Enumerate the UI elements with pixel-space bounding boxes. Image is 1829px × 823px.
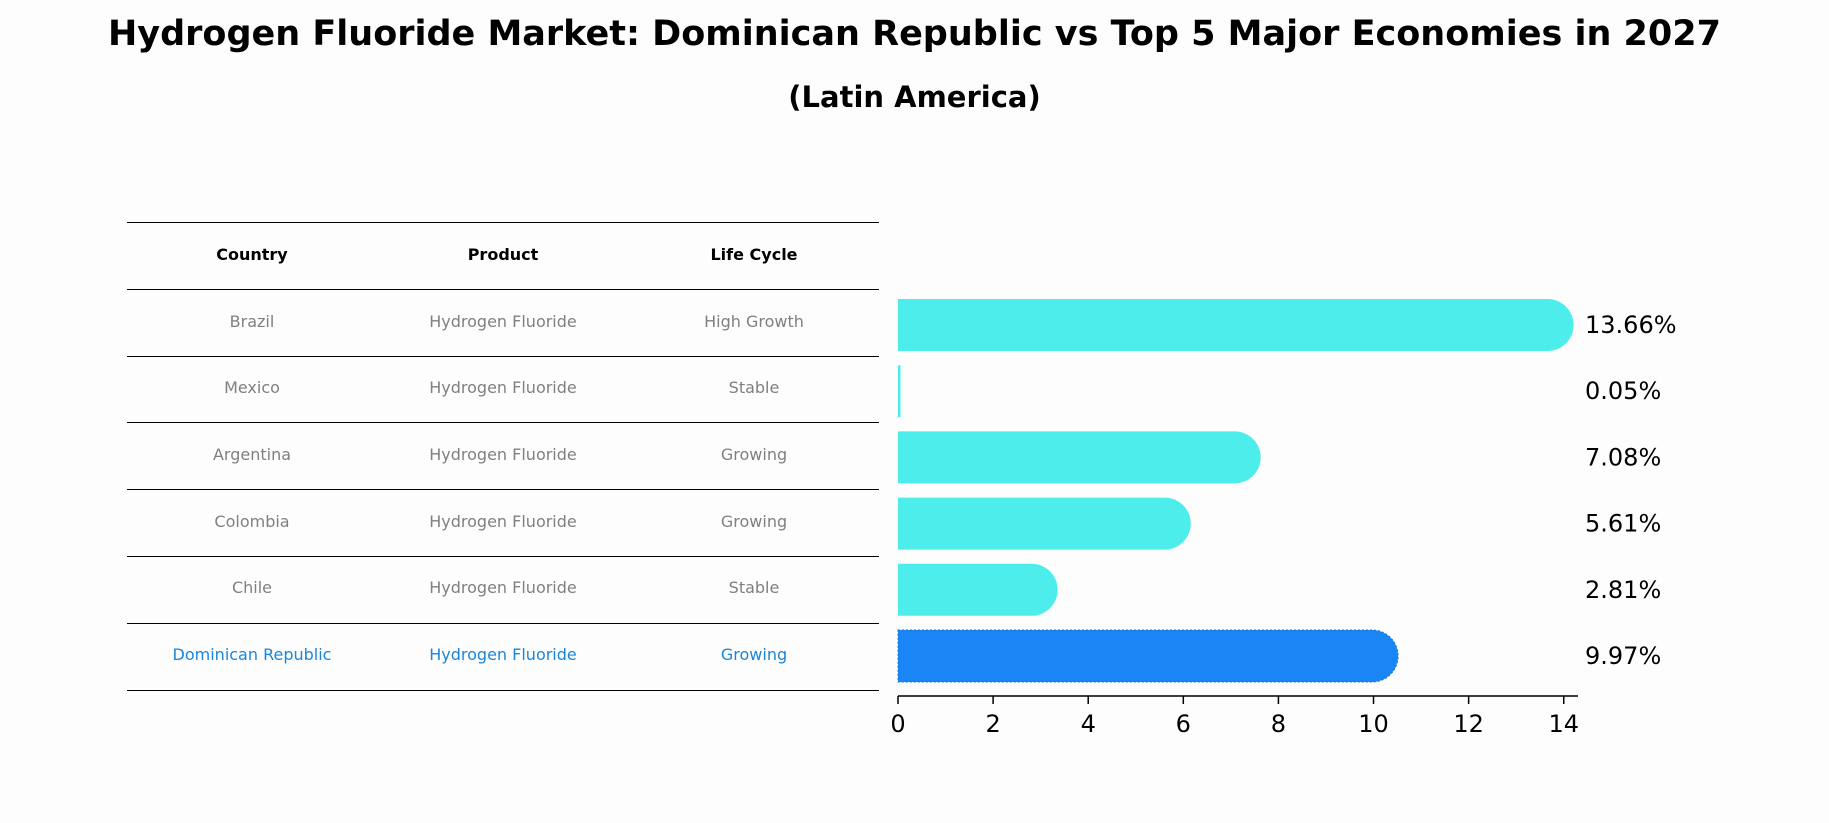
column-header-product: Product xyxy=(467,245,539,264)
table-cell-product: Hydrogen Fluoride xyxy=(429,512,577,531)
table-cell-life-cycle: Stable xyxy=(728,578,780,597)
table-cell-life-cycle: High Growth xyxy=(704,312,804,331)
bar-value-label: 13.66% xyxy=(1585,311,1677,339)
table-cell-product: Hydrogen Fluoride xyxy=(429,445,577,464)
bar-value-label: 2.81% xyxy=(1585,576,1661,604)
x-tick-label: 8 xyxy=(1271,710,1286,738)
table-cell-product: Hydrogen Fluoride xyxy=(429,645,577,664)
bar-mexico xyxy=(898,365,901,418)
table-cell-product: Hydrogen Fluoride xyxy=(429,378,577,397)
table-rule xyxy=(127,422,879,423)
bar-value-label: 9.97% xyxy=(1585,642,1661,670)
x-tick-label: 2 xyxy=(985,710,1000,738)
bar-argentina xyxy=(898,431,1261,484)
table-rule xyxy=(127,556,879,557)
bar-value-label: 7.08% xyxy=(1585,443,1661,471)
bar-brazil xyxy=(898,299,1574,351)
column-header-life-cycle: Life Cycle xyxy=(710,245,798,264)
table-cell-country: Mexico xyxy=(224,378,280,397)
x-tick-label: 12 xyxy=(1453,710,1484,738)
table-cell-country: Chile xyxy=(231,578,273,597)
x-tick-label: 4 xyxy=(1081,710,1096,738)
table-cell-product: Hydrogen Fluoride xyxy=(429,578,577,597)
x-tick-label: 0 xyxy=(890,710,905,738)
table-cell-country: Argentina xyxy=(212,445,292,464)
table-cell-life-cycle: Growing xyxy=(720,645,788,664)
table-cell-life-cycle: Stable xyxy=(728,378,780,397)
table-cell-product: Hydrogen Fluoride xyxy=(429,312,577,331)
bar-chile xyxy=(898,563,1058,616)
table-cell-country: Dominican Republic xyxy=(172,645,332,664)
table-rule xyxy=(127,289,879,290)
table-cell-life-cycle: Growing xyxy=(720,512,788,531)
table-rule xyxy=(127,356,879,357)
bar-colombia xyxy=(898,497,1191,550)
table-rule xyxy=(127,222,879,223)
bar-value-label: 5.61% xyxy=(1585,510,1661,538)
chart-title: Hydrogen Fluoride Market: Dominican Repu… xyxy=(108,14,1721,54)
table-rule xyxy=(127,690,879,691)
chart-subtitle: (Latin America) xyxy=(788,80,1041,114)
table-cell-country: Colombia xyxy=(214,512,290,531)
x-tick-label: 6 xyxy=(1176,710,1191,738)
table-rule xyxy=(127,623,879,624)
x-tick-label: 14 xyxy=(1548,710,1579,738)
table-rule xyxy=(127,489,879,490)
bar-dominican-republic xyxy=(897,629,1399,683)
column-header-country: Country xyxy=(216,245,288,264)
bar-value-label: 0.05% xyxy=(1585,377,1661,405)
table-cell-country: Brazil xyxy=(229,312,275,331)
x-tick-label: 10 xyxy=(1358,710,1389,738)
table-cell-life-cycle: Growing xyxy=(720,445,788,464)
